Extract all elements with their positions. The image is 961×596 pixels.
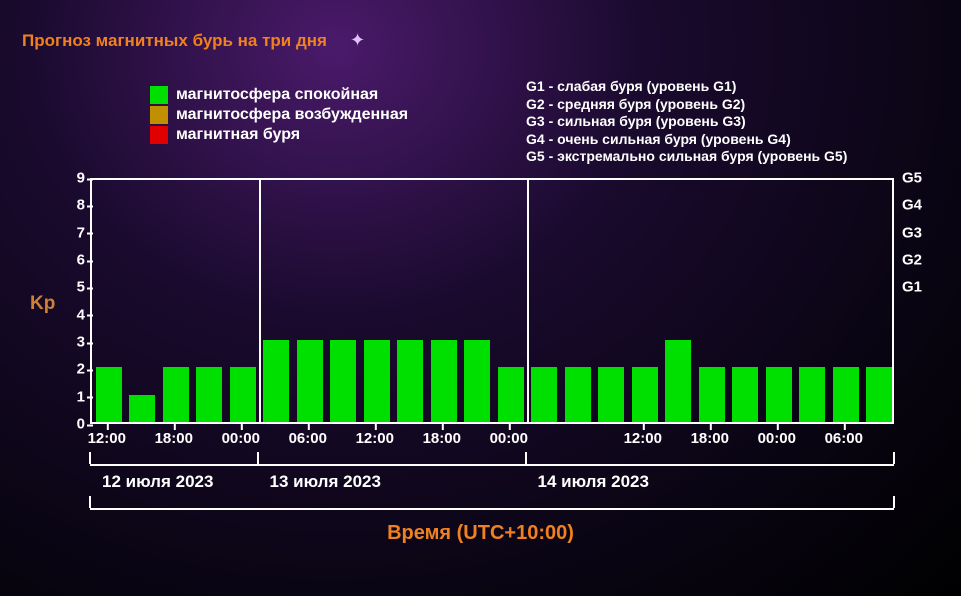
y-axis-label: Kp — [30, 293, 55, 315]
legend-status: магнитосфера спокойная магнитосфера возбу… — [150, 86, 408, 146]
g-tick: G5 — [902, 170, 922, 187]
legend-swatch — [150, 126, 168, 144]
y-tick: 9 — [77, 170, 85, 187]
bar — [799, 367, 825, 422]
legend-glevels: G1 - слабая буря (уровень G1)G2 - средня… — [526, 78, 847, 166]
bar — [498, 367, 524, 422]
x-tick: 00:00 — [222, 430, 260, 447]
y-tick: 8 — [77, 197, 85, 214]
day-separator — [259, 178, 261, 422]
bar — [632, 367, 658, 422]
x-tick: 06:00 — [289, 430, 327, 447]
bar — [665, 340, 691, 422]
bar — [96, 367, 122, 422]
bar — [866, 367, 892, 422]
bar — [397, 340, 423, 422]
g-legend-line: G4 - очень сильная буря (уровень G4) — [526, 131, 847, 149]
bar — [129, 395, 155, 422]
g-tick: G4 — [902, 197, 922, 214]
bar — [766, 367, 792, 422]
legend-label: магнитная буря — [176, 126, 300, 144]
date-label: 12 июля 2023 — [102, 472, 213, 492]
x-tick: 18:00 — [691, 430, 729, 447]
y-tick: 2 — [77, 361, 85, 378]
bar — [464, 340, 490, 422]
x-tick: 18:00 — [423, 430, 461, 447]
bar — [431, 340, 457, 422]
g-tick: G2 — [902, 252, 922, 269]
bar — [330, 340, 356, 422]
y-tick: 4 — [77, 306, 85, 323]
x-tick: 12:00 — [624, 430, 662, 447]
bar — [598, 367, 624, 422]
x-tick: 12:00 — [356, 430, 394, 447]
legend-item: магнитосфера спокойная — [150, 86, 408, 104]
y-tick: 5 — [77, 279, 85, 296]
legend-swatch — [150, 86, 168, 104]
date-label: 14 июля 2023 — [538, 472, 649, 492]
bar — [833, 367, 859, 422]
y-tick: 7 — [77, 224, 85, 241]
y-tick: 6 — [77, 252, 85, 269]
date-axis-line — [90, 464, 894, 466]
g-legend-line: G1 - слабая буря (уровень G1) — [526, 78, 847, 96]
bar — [263, 340, 289, 422]
x-tick: 00:00 — [758, 430, 796, 447]
bar — [230, 367, 256, 422]
g-legend-line: G3 - сильная буря (уровень G3) — [526, 113, 847, 131]
kp-chart: Kp 0123456789 G1G2G3G4G5 12:0018:0000:00… — [0, 178, 961, 596]
bar — [297, 340, 323, 422]
bar — [531, 367, 557, 422]
day-separator — [527, 178, 529, 422]
page-title: Прогноз магнитных бурь на три дня — [22, 31, 327, 51]
bar — [565, 367, 591, 422]
x-tick: 06:00 — [825, 430, 863, 447]
g-tick: G3 — [902, 224, 922, 241]
bar — [699, 367, 725, 422]
x-axis-label: Время (UTC+10:00) — [0, 522, 961, 545]
x-tick: 12:00 — [88, 430, 126, 447]
g-legend-line: G5 - экстремально сильная буря (уровень … — [526, 148, 847, 166]
y-tick: 1 — [77, 388, 85, 405]
bar — [364, 340, 390, 422]
legend-swatch — [150, 106, 168, 124]
star-icon: ✦ — [350, 30, 365, 51]
xlabel-line — [90, 508, 894, 510]
g-tick: G1 — [902, 279, 922, 296]
legend-item: магнитная буря — [150, 126, 408, 144]
bar — [732, 367, 758, 422]
date-label: 13 июля 2023 — [270, 472, 381, 492]
y-tick: 0 — [77, 416, 85, 433]
g-legend-line: G2 - средняя буря (уровень G2) — [526, 96, 847, 114]
bar — [196, 367, 222, 422]
legend-item: магнитосфера возбужденная — [150, 106, 408, 124]
x-tick: 18:00 — [155, 430, 193, 447]
x-tick: 00:00 — [490, 430, 528, 447]
y-tick: 3 — [77, 334, 85, 351]
legend-label: магнитосфера возбужденная — [176, 106, 408, 124]
legend-label: магнитосфера спокойная — [176, 86, 378, 104]
bar — [163, 367, 189, 422]
plot-area — [90, 178, 894, 424]
